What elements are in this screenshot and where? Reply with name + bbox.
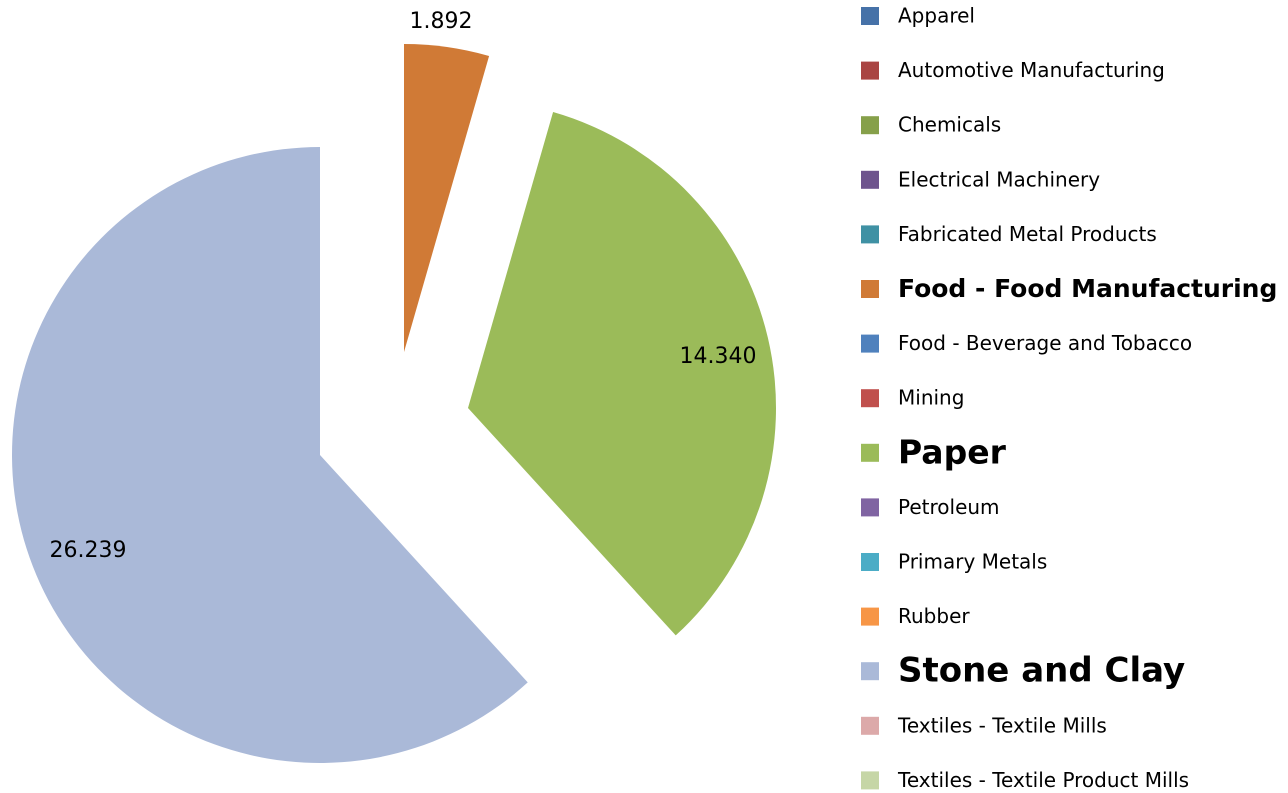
legend-label: Textiles - Textile Product Mills xyxy=(897,768,1189,792)
legend-label: Paper xyxy=(898,432,1007,471)
legend-swatch xyxy=(861,443,879,462)
legend-label: Fabricated Metal Products xyxy=(898,222,1157,246)
data-label: 14.340 xyxy=(680,344,757,369)
legend-swatch xyxy=(861,334,879,353)
legend-swatch xyxy=(861,607,879,626)
pie-slice xyxy=(12,147,528,763)
legend-swatch xyxy=(861,225,879,244)
legend-label: Food - Beverage and Tobacco xyxy=(898,331,1192,355)
legend-label: Food - Food Manufacturing xyxy=(898,274,1277,303)
legend-label: Rubber xyxy=(898,604,970,628)
legend-label: Textiles - Textile Mills xyxy=(897,713,1107,737)
legend-swatch xyxy=(861,7,879,25)
legend-swatch xyxy=(861,771,879,790)
legend-swatch xyxy=(861,662,879,681)
legend-swatch xyxy=(861,716,879,735)
legend-label: Automotive Manufacturing xyxy=(898,58,1165,82)
legend-swatch xyxy=(861,61,879,80)
legend-label: Apparel xyxy=(898,4,975,28)
pie-slice xyxy=(404,44,490,352)
legend-label: Mining xyxy=(898,386,964,410)
legend-label: Petroleum xyxy=(898,495,1000,519)
legend-label: Electrical Machinery xyxy=(898,167,1100,191)
legend-label: Stone and Clay xyxy=(898,651,1185,691)
legend-swatch xyxy=(861,553,879,571)
legend-swatch xyxy=(861,280,879,298)
legend-label: Chemicals xyxy=(898,113,1001,137)
data-label: 26.239 xyxy=(50,538,127,563)
legend-swatch xyxy=(861,170,879,189)
legend-label: Primary Metals xyxy=(898,550,1047,574)
legend-swatch xyxy=(861,389,879,408)
pie-slice xyxy=(468,111,776,636)
data-label: 1.892 xyxy=(410,9,473,34)
legend-swatch xyxy=(861,116,879,135)
legend-swatch xyxy=(861,498,879,517)
